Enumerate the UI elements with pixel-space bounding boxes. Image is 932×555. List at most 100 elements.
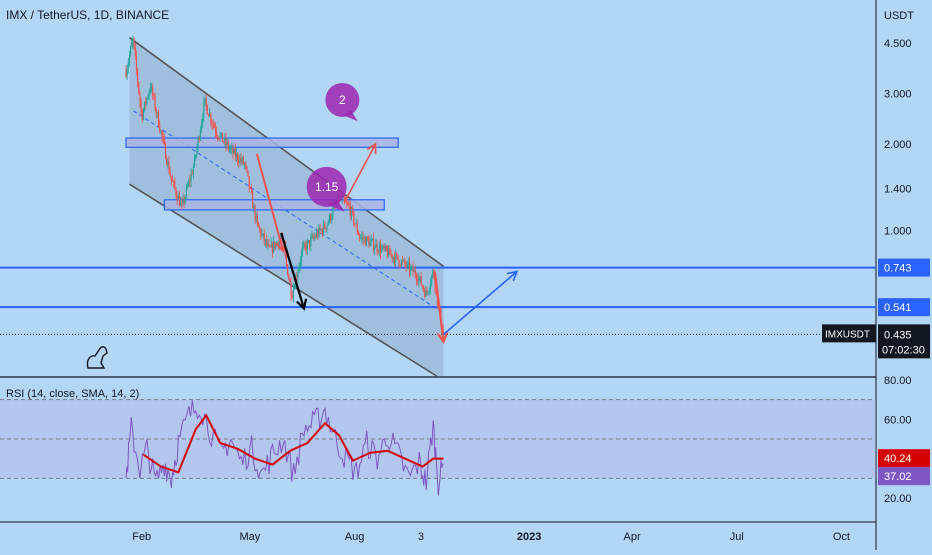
candle	[429, 277, 432, 295]
candle	[195, 154, 197, 161]
candle-body	[134, 46, 136, 56]
candle	[302, 241, 304, 257]
candle	[233, 146, 235, 154]
candle	[141, 108, 143, 123]
candle	[200, 118, 203, 133]
candle	[371, 238, 373, 241]
candle-body	[428, 289, 430, 292]
candle	[367, 235, 369, 242]
candle-body	[372, 238, 375, 250]
candle	[379, 239, 382, 259]
candle	[400, 258, 403, 268]
candle	[293, 282, 296, 291]
candle	[246, 165, 248, 174]
candle-body	[191, 173, 193, 175]
candle-body	[135, 55, 138, 70]
current-price-label: 0.435	[884, 329, 912, 341]
black-drop-arrow	[280, 232, 308, 311]
candle	[161, 129, 163, 143]
symbol-tag-bg	[822, 324, 876, 343]
candle-body	[157, 112, 160, 127]
candle-body	[310, 237, 312, 246]
candle-body	[410, 267, 412, 272]
candle-body	[378, 244, 380, 252]
candle	[204, 98, 206, 107]
candle-body	[235, 153, 238, 157]
candle-body	[364, 237, 367, 246]
time-tick-Oct: Oct	[833, 531, 850, 543]
candle	[314, 233, 317, 239]
candle-body	[206, 105, 208, 115]
candle-body	[322, 223, 325, 234]
candle	[168, 155, 170, 174]
candle	[218, 137, 220, 141]
candle-body	[325, 228, 327, 230]
candle-body	[146, 97, 148, 104]
candle-body	[209, 113, 211, 117]
candle-body	[163, 138, 165, 144]
candle	[241, 156, 243, 166]
candle-body	[271, 243, 274, 252]
candle	[232, 144, 234, 160]
rsi-sma-line	[142, 413, 444, 474]
candle	[186, 181, 189, 190]
candle-body	[371, 238, 373, 240]
candle	[292, 283, 294, 303]
bubble-circle	[306, 166, 347, 207]
candle-body	[274, 241, 276, 248]
candle-body	[367, 236, 369, 240]
candle-body	[292, 288, 294, 298]
candle	[214, 122, 217, 139]
candle-body	[391, 254, 393, 259]
candle	[149, 83, 152, 95]
candle	[414, 265, 416, 280]
candle	[269, 245, 271, 249]
candle	[188, 178, 190, 188]
candle-body	[276, 241, 278, 243]
candle-body	[264, 239, 267, 242]
candle	[372, 232, 375, 253]
candle-body	[199, 130, 201, 140]
price-tick-4.500: 4.500	[884, 38, 912, 50]
candle-body	[278, 239, 281, 246]
candle-body	[247, 171, 249, 177]
rsi-value-bg	[878, 467, 930, 486]
candle	[353, 210, 355, 227]
candle	[433, 267, 435, 281]
candle	[360, 234, 362, 241]
candle	[181, 197, 183, 210]
candle	[303, 239, 305, 249]
candle	[354, 223, 356, 228]
candle-body	[220, 132, 222, 136]
candle-body	[395, 253, 397, 263]
candle	[428, 287, 430, 297]
candle	[374, 244, 376, 256]
candle-body	[413, 270, 415, 273]
candle-body	[137, 69, 139, 83]
red-up-arrow	[343, 142, 377, 204]
candle-body	[412, 266, 414, 273]
candle	[361, 231, 363, 244]
candle	[362, 231, 364, 246]
candle-body	[434, 279, 436, 291]
candle-body	[223, 141, 225, 143]
candle	[327, 219, 329, 226]
candle-body	[169, 172, 171, 176]
candle	[421, 284, 423, 289]
candle-body	[298, 265, 300, 272]
candle	[325, 227, 327, 233]
candle-body	[170, 175, 172, 180]
candle	[247, 171, 249, 178]
candle-body	[177, 196, 179, 201]
candle-body	[249, 187, 251, 189]
time-tick-Apr: Apr	[623, 531, 640, 543]
candle-body	[314, 236, 317, 238]
candle	[408, 256, 411, 278]
candle-body	[152, 86, 154, 96]
candle-body	[425, 290, 427, 297]
candle-body	[232, 147, 234, 154]
tradingview-dino-icon	[86, 346, 108, 369]
candle	[182, 194, 184, 207]
red-drop-arrow-2-head	[436, 332, 449, 345]
